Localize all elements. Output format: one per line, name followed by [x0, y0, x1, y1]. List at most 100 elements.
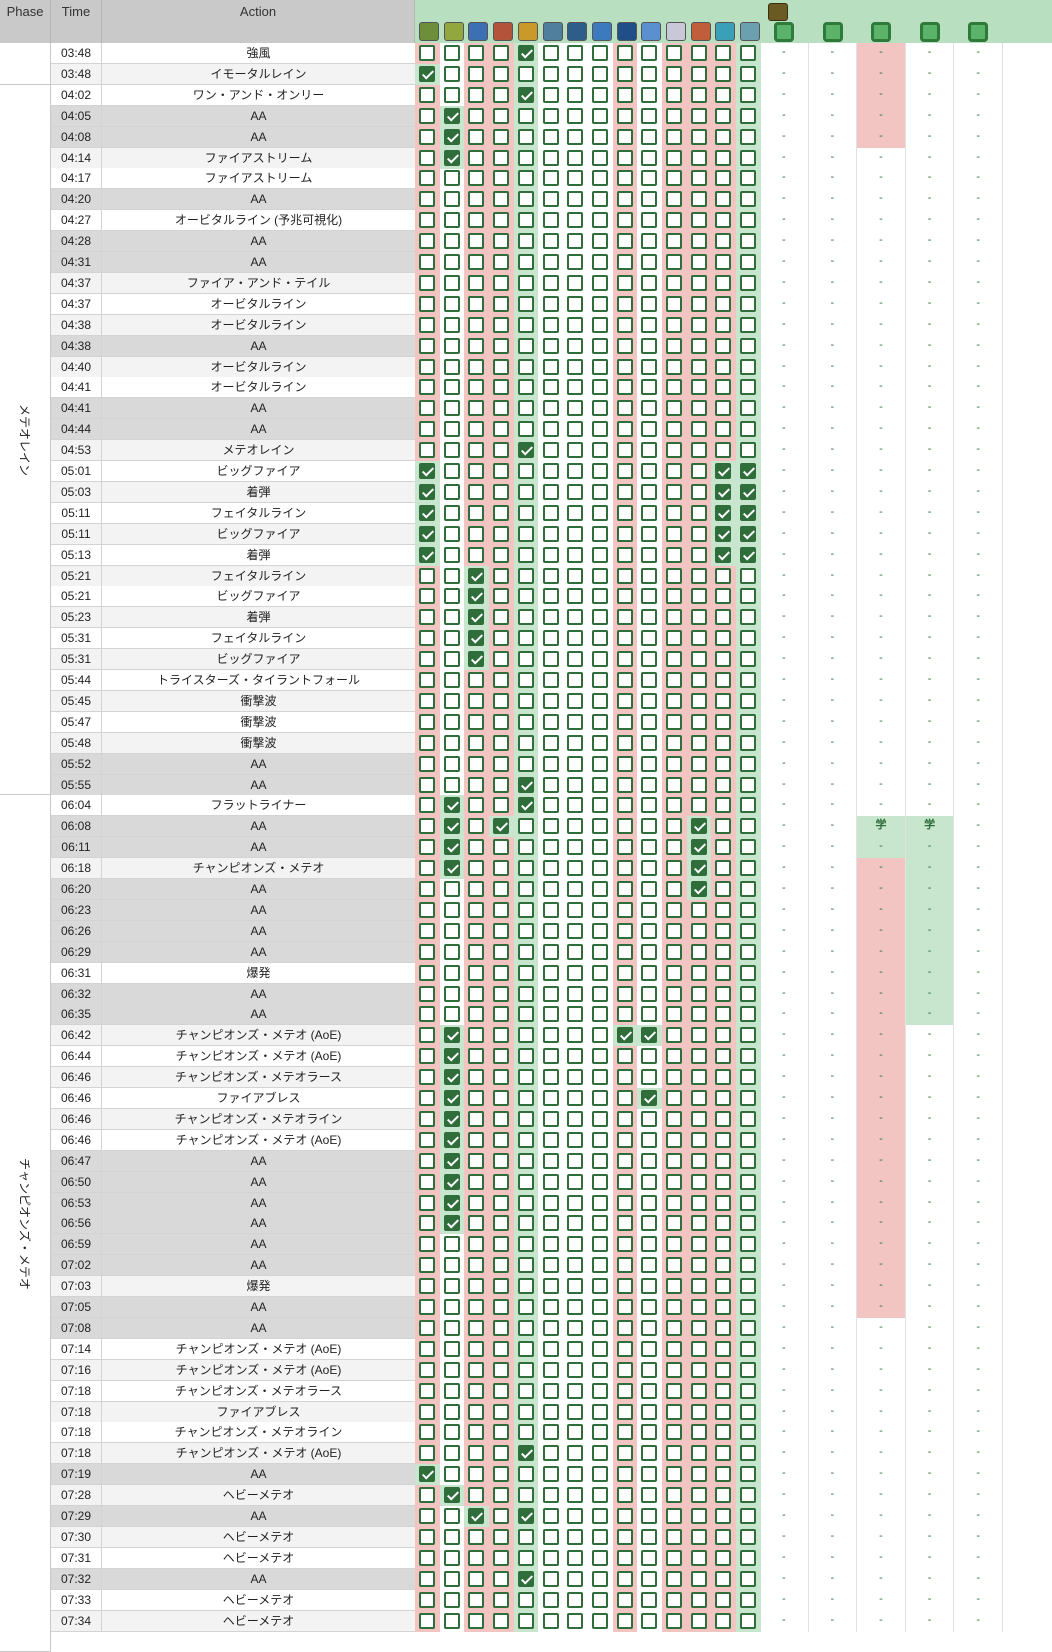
mitigation-checkbox[interactable]	[542, 1131, 559, 1148]
mitigation-checkbox[interactable]	[641, 609, 658, 626]
mitigation-checkbox[interactable]	[616, 504, 633, 521]
mitigation-checkbox[interactable]	[493, 1508, 510, 1524]
mitigation-checkbox[interactable]	[567, 588, 584, 605]
mitigation-checkbox[interactable]	[517, 713, 534, 730]
mitigation-checkbox[interactable]	[715, 1215, 732, 1232]
mitigation-checkbox[interactable]	[715, 1048, 732, 1065]
mitigation-checkbox[interactable]	[715, 651, 732, 668]
mitigation-checkbox[interactable]	[740, 1570, 757, 1587]
mitigation-checkbox[interactable]	[616, 107, 633, 124]
mitigation-checkbox[interactable]	[690, 1570, 707, 1587]
mitigation-checkbox[interactable]	[443, 1528, 460, 1545]
mitigation-checkbox[interactable]	[493, 1361, 510, 1378]
mitigation-checkbox[interactable]	[493, 797, 510, 814]
mitigation-checkbox[interactable]	[591, 755, 608, 772]
mitigation-checkbox[interactable]	[740, 483, 757, 500]
mitigation-checkbox[interactable]	[740, 609, 757, 626]
mitigation-checkbox[interactable]	[443, 609, 460, 626]
mitigation-checkbox[interactable]	[517, 651, 534, 668]
mitigation-checkbox[interactable]	[591, 442, 608, 459]
mitigation-checkbox[interactable]	[567, 525, 584, 542]
mitigation-checkbox[interactable]	[419, 1591, 435, 1608]
mitigation-checkbox[interactable]	[517, 985, 534, 1002]
mitigation-checkbox[interactable]	[666, 170, 682, 187]
mitigation-checkbox[interactable]	[443, 1382, 460, 1399]
mitigation-checkbox[interactable]	[419, 1152, 435, 1169]
mitigation-checkbox[interactable]	[517, 463, 534, 479]
mitigation-checkbox[interactable]	[666, 901, 682, 918]
mitigation-checkbox[interactable]	[616, 672, 633, 688]
mitigation-checkbox[interactable]	[468, 1591, 485, 1608]
mitigation-checkbox[interactable]	[419, 525, 435, 542]
mitigation-checkbox[interactable]	[740, 1487, 757, 1504]
mitigation-checkbox[interactable]	[690, 45, 707, 61]
mitigation-checkbox[interactable]	[666, 546, 682, 563]
mitigation-checkbox[interactable]	[616, 191, 633, 208]
mitigation-checkbox[interactable]	[666, 191, 682, 208]
mitigation-checkbox[interactable]	[616, 651, 633, 668]
mitigation-checkbox[interactable]	[715, 818, 732, 835]
mitigation-checkbox[interactable]	[740, 212, 757, 229]
mitigation-checkbox[interactable]	[468, 316, 485, 333]
mitigation-checkbox[interactable]	[542, 922, 559, 939]
mitigation-checkbox[interactable]	[517, 1131, 534, 1148]
mitigation-checkbox[interactable]	[690, 1090, 707, 1106]
mitigation-checkbox[interactable]	[567, 1152, 584, 1169]
mitigation-checkbox[interactable]	[419, 421, 435, 438]
mitigation-checkbox[interactable]	[740, 400, 757, 417]
mitigation-checkbox[interactable]	[468, 483, 485, 500]
mitigation-checkbox[interactable]	[567, 1487, 584, 1504]
mitigation-checkbox[interactable]	[740, 1090, 757, 1106]
mitigation-checkbox[interactable]	[740, 525, 757, 542]
mitigation-checkbox[interactable]	[419, 337, 435, 354]
mitigation-checkbox[interactable]	[740, 1508, 757, 1524]
mitigation-checkbox[interactable]	[443, 1006, 460, 1023]
mitigation-checkbox[interactable]	[542, 316, 559, 333]
mitigation-checkbox[interactable]	[616, 65, 633, 82]
mitigation-checkbox[interactable]	[542, 1069, 559, 1086]
mitigation-checkbox[interactable]	[468, 797, 485, 814]
mitigation-checkbox[interactable]	[468, 609, 485, 626]
mitigation-checkbox[interactable]	[690, 358, 707, 375]
mitigation-checkbox[interactable]	[616, 881, 633, 897]
mitigation-checkbox[interactable]	[517, 1487, 534, 1504]
mitigation-checkbox[interactable]	[567, 1466, 584, 1483]
mitigation-checkbox[interactable]	[715, 1027, 732, 1044]
mitigation-checkbox[interactable]	[567, 651, 584, 668]
mitigation-checkbox[interactable]	[542, 233, 559, 250]
mitigation-checkbox[interactable]	[567, 1110, 584, 1127]
mitigation-checkbox[interactable]	[666, 379, 682, 396]
mitigation-checkbox[interactable]	[517, 379, 534, 396]
mitigation-checkbox[interactable]	[443, 504, 460, 521]
mitigation-checkbox[interactable]	[690, 651, 707, 668]
mitigation-checkbox[interactable]	[616, 1382, 633, 1399]
mitigation-checkbox[interactable]	[591, 1027, 608, 1044]
mitigation-checkbox[interactable]	[443, 839, 460, 856]
mitigation-checkbox[interactable]	[517, 1466, 534, 1483]
mitigation-checkbox[interactable]	[443, 1612, 460, 1629]
mitigation-checkbox[interactable]	[517, 1027, 534, 1044]
mitigation-checkbox[interactable]	[443, 692, 460, 709]
mitigation-checkbox[interactable]	[567, 1257, 584, 1274]
mitigation-checkbox[interactable]	[419, 901, 435, 918]
mitigation-checkbox[interactable]	[419, 1006, 435, 1023]
mitigation-checkbox[interactable]	[468, 233, 485, 250]
mitigation-checkbox[interactable]	[740, 107, 757, 124]
mitigation-checkbox[interactable]	[591, 1361, 608, 1378]
mitigation-checkbox[interactable]	[419, 1361, 435, 1378]
mitigation-checkbox[interactable]	[616, 1152, 633, 1169]
mitigation-checkbox[interactable]	[740, 1152, 757, 1169]
mitigation-checkbox[interactable]	[616, 149, 633, 166]
mitigation-checkbox[interactable]	[641, 839, 658, 856]
mitigation-checkbox[interactable]	[493, 149, 510, 166]
mitigation-checkbox[interactable]	[690, 1612, 707, 1629]
mitigation-checkbox[interactable]	[493, 1131, 510, 1148]
mitigation-checkbox[interactable]	[567, 86, 584, 103]
mitigation-checkbox[interactable]	[419, 274, 435, 291]
mitigation-checkbox[interactable]	[493, 1173, 510, 1190]
mitigation-checkbox[interactable]	[468, 1299, 485, 1315]
mitigation-checkbox[interactable]	[419, 755, 435, 772]
mitigation-checkbox[interactable]	[616, 860, 633, 877]
mitigation-checkbox[interactable]	[517, 1591, 534, 1608]
mitigation-checkbox[interactable]	[567, 713, 584, 730]
